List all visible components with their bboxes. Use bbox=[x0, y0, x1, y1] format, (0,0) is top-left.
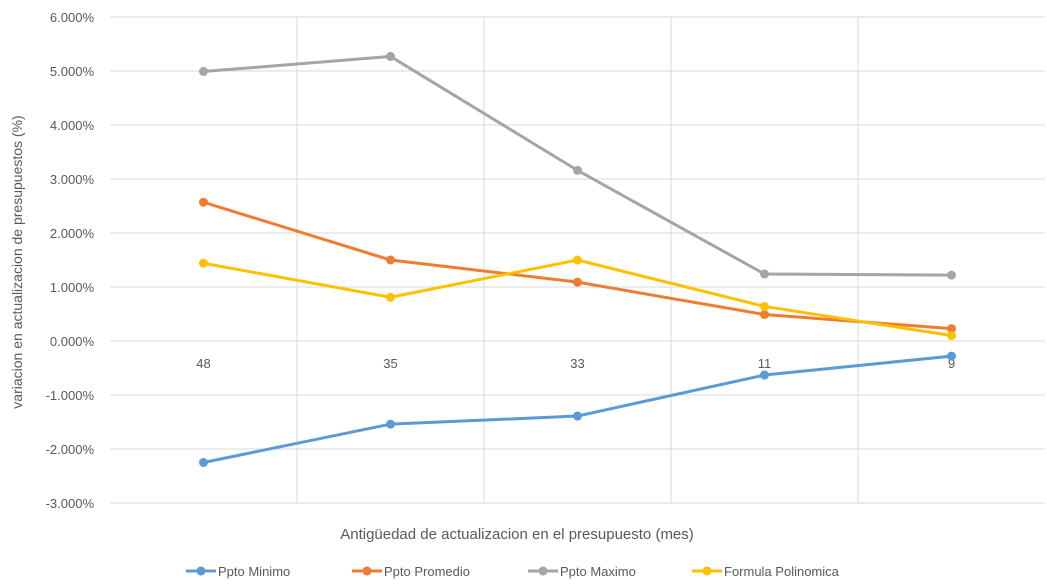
data-point bbox=[947, 324, 956, 334]
y-tick-label: 6.000% bbox=[50, 10, 95, 25]
data-point bbox=[573, 277, 582, 287]
x-tick-labels: 48 35 33 11 9 bbox=[196, 356, 955, 371]
y-tick-label: 0.000% bbox=[50, 334, 95, 349]
data-point bbox=[199, 197, 208, 207]
y-tick-label: 3.000% bbox=[50, 172, 95, 187]
data-point bbox=[760, 370, 769, 380]
y-tick-label: 2.000% bbox=[50, 226, 95, 241]
legend-marker bbox=[196, 566, 206, 576]
data-point bbox=[573, 411, 582, 421]
legend-label: Ppto Maximo bbox=[560, 564, 636, 579]
y-tick-label: -2.000% bbox=[46, 442, 95, 457]
legend-marker bbox=[362, 566, 372, 576]
series-line-1 bbox=[202, 200, 953, 331]
y-tick-label: -1.000% bbox=[46, 388, 95, 403]
legend-item: Ppto Promedio bbox=[352, 564, 470, 579]
data-point bbox=[386, 255, 395, 265]
y-tick-label: -3.000% bbox=[46, 496, 95, 511]
data-point bbox=[760, 310, 769, 320]
data-point bbox=[760, 301, 769, 311]
data-point bbox=[386, 51, 395, 61]
legend-marker bbox=[702, 566, 712, 576]
grid-layer bbox=[110, 16, 1045, 504]
x-tick-label: 48 bbox=[196, 356, 210, 371]
legend-marker bbox=[538, 566, 548, 576]
data-point bbox=[199, 67, 208, 77]
series-layer bbox=[199, 51, 956, 467]
data-point bbox=[386, 292, 395, 302]
legend-item: Formula Polinomica bbox=[692, 564, 840, 579]
data-point bbox=[573, 165, 582, 175]
series-line-2 bbox=[202, 54, 953, 277]
data-point bbox=[199, 458, 208, 467]
legend-item: Ppto Maximo bbox=[528, 564, 636, 579]
data-point bbox=[947, 351, 956, 361]
x-tick-label: 33 bbox=[570, 356, 584, 371]
legend: Ppto Minimo Ppto Promedio Ppto Maximo Formu… bbox=[186, 564, 840, 579]
legend-label: Ppto Minimo bbox=[218, 564, 290, 579]
x-tick-label: 9 bbox=[948, 356, 955, 371]
y-tick-labels: 6.000% 5.000% 4.000% 3.000% 2.000% 1.000% 0.00… bbox=[46, 10, 95, 511]
x-tick-label: 11 bbox=[758, 356, 772, 371]
x-tick-label: 35 bbox=[383, 356, 397, 371]
data-point bbox=[947, 270, 956, 280]
legend-label: Ppto Promedio bbox=[384, 564, 470, 579]
data-point bbox=[573, 255, 582, 265]
y-tick-label: 5.000% bbox=[50, 64, 95, 79]
series-line-3 bbox=[202, 258, 953, 338]
y-axis-title: variacion en actualizacion de presupuest… bbox=[9, 115, 25, 408]
data-point bbox=[947, 331, 956, 341]
data-point bbox=[386, 419, 395, 429]
data-point bbox=[760, 269, 769, 279]
x-axis-title: Antigüedad de actualizacion en el presup… bbox=[340, 526, 694, 543]
series-line-0 bbox=[202, 354, 953, 464]
legend-label: Formula Polinomica bbox=[724, 564, 840, 579]
legend-item: Ppto Minimo bbox=[186, 564, 290, 579]
y-tick-label: 1.000% bbox=[50, 280, 95, 295]
data-point bbox=[199, 258, 208, 268]
y-tick-label: 4.000% bbox=[50, 118, 95, 133]
